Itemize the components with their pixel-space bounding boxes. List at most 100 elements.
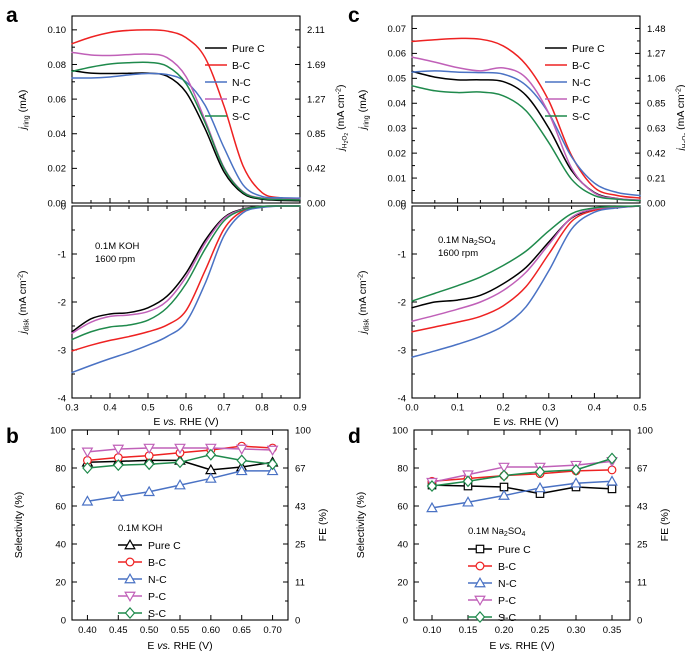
ylabel-selectivity: Selectivity (%) [13, 492, 25, 559]
ytick-label: -1 [398, 249, 406, 260]
curve-ring-S-C [411, 85, 641, 202]
xtick-label: 0.5 [141, 403, 154, 414]
legend-marker-P-C [124, 591, 136, 603]
xtick-label: 0.50 [140, 625, 159, 636]
ytick-label: 0.04 [48, 129, 67, 140]
ytick-label-right: 100 [295, 426, 311, 437]
ytick-label: 0.01 [388, 173, 407, 184]
ytick-label: 100 [50, 426, 66, 437]
xtick-label: 0.45 [109, 625, 128, 636]
legend-marker-N-C [124, 572, 136, 584]
ytick-label: 0.06 [48, 94, 67, 105]
panel-letter-a: a [6, 4, 18, 27]
xlabel-e-vs-rhe: E vs. RHE (V) [153, 416, 218, 428]
ytick-label: 20 [397, 578, 408, 589]
legend-marker-N-C [474, 576, 486, 588]
ytick-label-right: 43 [295, 502, 306, 513]
panel-c: c0.000.010.020.030.040.050.060.070.000.2… [348, 4, 685, 428]
curve-ring-B-C [71, 29, 301, 200]
data-point [426, 501, 438, 513]
series-Pure C [427, 480, 617, 498]
curve-disk-P-C [411, 205, 641, 322]
ylabel-j-h2o2: jH2O2 (mA cm-2) [675, 85, 685, 153]
ytick-label-right: 0.85 [647, 99, 666, 110]
ytick-label: 0 [61, 201, 66, 212]
legend-label-P-C: P-C [572, 94, 591, 106]
data-point [235, 444, 248, 456]
legend-label-Pure C: Pure C [148, 540, 181, 552]
ytick-label: 20 [55, 578, 66, 589]
xlabel-e-vs-rhe: E vs. RHE (V) [489, 640, 554, 652]
ytick-label: -4 [58, 393, 66, 404]
panel-letter-d: d [348, 425, 361, 448]
data-point [143, 485, 156, 497]
ytick-label: 100 [392, 426, 408, 437]
ytick-label-right: 1.06 [647, 74, 666, 85]
xtick-label: 0.1 [451, 403, 464, 414]
ytick-label-right: 67 [637, 464, 648, 475]
legend-marker-P-C [474, 595, 486, 607]
xtick-label: 0.4 [588, 403, 601, 414]
ytick-label: 40 [55, 540, 66, 551]
data-point [112, 444, 125, 456]
ytick-label: 0.04 [388, 99, 407, 110]
data-point [174, 443, 186, 455]
legend-label-P-C: P-C [498, 595, 517, 607]
panel-b-legend: 0.1M KOH Pure C B-C N-C P-C S-C [118, 523, 181, 620]
xtick-label: 0.65 [232, 625, 251, 636]
ytick-label: 0.05 [388, 74, 407, 85]
ytick-label: 80 [55, 464, 66, 475]
ytick-label: -4 [398, 393, 406, 404]
ytick-label-right: 0.42 [307, 164, 326, 175]
xtick-label: 0.20 [495, 625, 514, 636]
xtick-label: 0.9 [293, 403, 306, 414]
series-S-C [82, 448, 278, 474]
legend-marker-B-C [125, 557, 135, 567]
annotation-electrolyte: 0.1M KOH [118, 523, 162, 534]
ytick-label: 0.02 [388, 148, 407, 159]
panel-a-ring-subplot: 0.00 0.02 0.04 0.06 0.08 0.10 0.00 0.42 0.85 1.27… [17, 15, 350, 209]
ytick-label: 0.07 [388, 24, 407, 35]
data-point [266, 445, 279, 457]
legend-label-B-C: B-C [572, 60, 591, 72]
ytick-label-right: 1.48 [647, 24, 666, 35]
ytick-label-right: 25 [637, 540, 648, 551]
ytick-label-right: 0 [295, 616, 300, 627]
curve-disk-N-C [71, 205, 301, 374]
data-point [235, 464, 248, 476]
ytick-label-right: 11 [637, 578, 647, 589]
ytick-label: 0.02 [48, 164, 67, 175]
ytick-label-right: 0.63 [647, 124, 666, 135]
annotation-electrolyte: 0.1M Na2SO4 [468, 526, 526, 538]
ytick-label: 0.00 [388, 198, 407, 209]
curve-disk-B-C [71, 205, 301, 352]
xtick-label: 0.4 [103, 403, 116, 414]
data-point [534, 465, 546, 478]
data-point [607, 484, 617, 494]
curve-ring-N-C [71, 72, 301, 199]
xtick-label: 0.10 [423, 625, 442, 636]
xtick-label: 0.5 [633, 403, 646, 414]
ytick-label: -1 [58, 249, 66, 260]
ylabel-j-ring: jring (mA) [357, 90, 371, 132]
ytick-label: 0.10 [48, 25, 67, 36]
ylabel-j-h2o2: jH2O2 (mA cm-2) [335, 85, 350, 153]
data-point [236, 454, 247, 467]
ytick-label: 60 [55, 502, 66, 513]
plot-frame [411, 15, 641, 204]
plot-frame [413, 429, 631, 621]
ytick-label-right: 2.11 [307, 25, 325, 36]
panel-letter-b: b [6, 425, 19, 448]
data-point [204, 472, 217, 483]
legend-marker-B-C [475, 561, 485, 571]
legend-label-B-C: B-C [148, 557, 167, 569]
ylabel-j-ring: jring (mA) [17, 90, 31, 132]
xtick-label: 0.70 [263, 625, 282, 636]
curve-disk-S-C [71, 205, 301, 341]
data-point [606, 452, 618, 465]
curve-ring-P-C [71, 51, 301, 201]
xlabel-e-vs-rhe: E vs. RHE (V) [147, 640, 212, 652]
xtick-label: 0.8 [255, 403, 268, 414]
series-line-B-C [431, 469, 613, 483]
